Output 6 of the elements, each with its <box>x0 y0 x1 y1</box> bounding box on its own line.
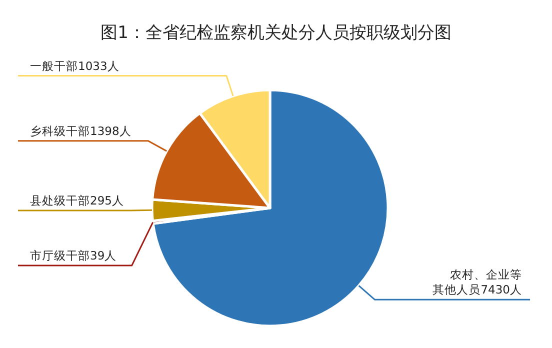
data-label: 市厅级干部39人 <box>30 248 117 263</box>
data-label: 乡科级干部1398人 <box>30 124 132 138</box>
data-label: 一般干部1033人 <box>30 58 120 73</box>
data-label: 县处级干部295人 <box>30 194 124 208</box>
chart-title: 图1：全省纪检监察机关处分人员按职级划分图 <box>100 23 452 43</box>
data-label: 农村、企业等其他人员7430人 <box>432 268 522 297</box>
